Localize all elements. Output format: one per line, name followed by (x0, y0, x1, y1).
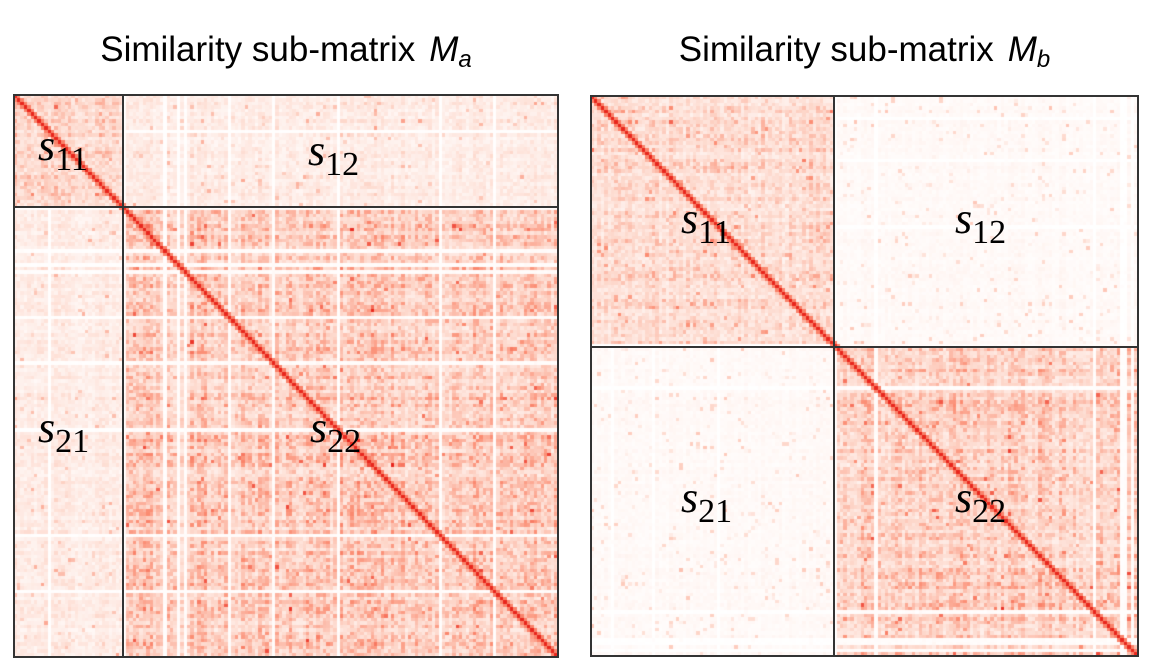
panel-a-title-text: Similarity sub-matrix (100, 30, 416, 69)
panel-a-title: Similarity sub-matrix Ma (14, 28, 558, 73)
panel-b-title-subscript: b (1036, 46, 1051, 73)
panel-a-heatmap (14, 95, 558, 657)
panel-b-title-symbol: M (1007, 30, 1037, 69)
panel-a-title-subscript: a (458, 46, 472, 73)
panel-a-title-symbol: M (429, 30, 459, 69)
panel-b-title: Similarity sub-matrix Mb (591, 28, 1138, 73)
panel-b-heatmap (591, 96, 1138, 656)
panel-b-title-text: Similarity sub-matrix (678, 30, 994, 69)
